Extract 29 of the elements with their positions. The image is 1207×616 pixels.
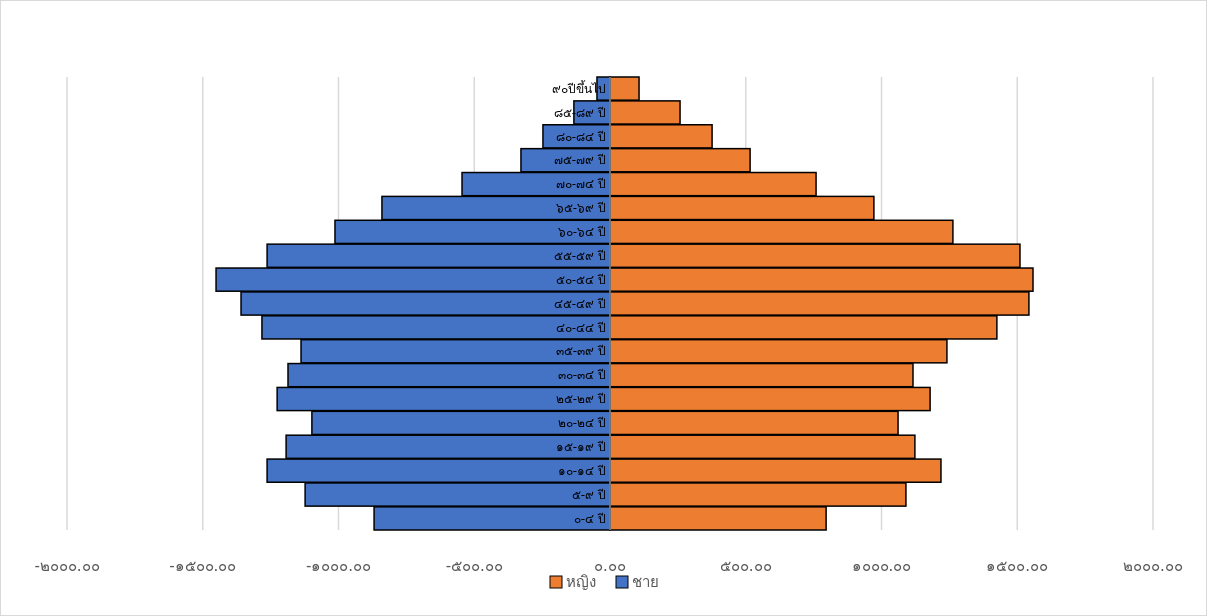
- y-tick-label: ๔๕-๔๙ ปี: [553, 296, 606, 311]
- y-tick-label: ๒๐-๒๔ ปี: [557, 416, 606, 431]
- x-tick-label: -๕๐๐.๐๐: [445, 557, 503, 575]
- x-tick-label: ๑๐๐๐.๐๐: [851, 557, 912, 575]
- y-tick-label: ๕๐-๕๔ ปี: [555, 272, 606, 287]
- y-tick-label: ๒๕-๒๙ ปี: [555, 392, 606, 407]
- y-tick-label: ๗๕-๗๙ ปี: [553, 153, 606, 168]
- x-tick-label: -๑๐๐๐.๐๐: [305, 557, 372, 575]
- y-tick-label: ๘๐-๘๔ ปี: [555, 129, 606, 144]
- y-tick-label: ๑๐-๑๔ ปี: [557, 463, 606, 478]
- x-tick-label: -๒๐๐๐.๐๐: [34, 557, 100, 575]
- x-tick-label: ๕๐๐.๐๐: [719, 557, 772, 575]
- y-tick-label: ๔๐-๔๔ ปี: [555, 320, 606, 335]
- y-tick-label: ๕๕-๕๙ ปี: [553, 248, 606, 263]
- y-tick-label: ๓๐-๓๔ ปี: [557, 368, 606, 383]
- legend-label: หญิง: [566, 573, 596, 591]
- y-tick-label: ๕-๙ ปี: [571, 487, 606, 502]
- y-tick-label: ๐-๔ ปี: [573, 511, 606, 526]
- y-tick-label: ๘๕-๘๙ ปี: [553, 105, 606, 120]
- x-tick-label: ๑๕๐๐.๐๐: [986, 557, 1049, 575]
- y-tick-label: ๖๕-๖๙ ปี: [555, 201, 606, 216]
- legend-label: ชาย: [632, 573, 659, 591]
- x-tick-label: ๐.๐๐: [594, 557, 626, 575]
- x-tick-label: -๑๕๐๐.๐๐: [169, 557, 237, 575]
- y-tick-label: ๖๐-๖๔ ปี: [557, 225, 606, 240]
- y-tick-label: ๓๕-๓๙ ปี: [555, 344, 606, 359]
- x-tick-label: ๒๐๐๐.๐๐: [1123, 557, 1183, 575]
- y-tick-label: ๑๕-๑๙ ปี: [555, 439, 606, 454]
- y-tick-label: ๗๐-๗๔ ปี: [555, 177, 606, 192]
